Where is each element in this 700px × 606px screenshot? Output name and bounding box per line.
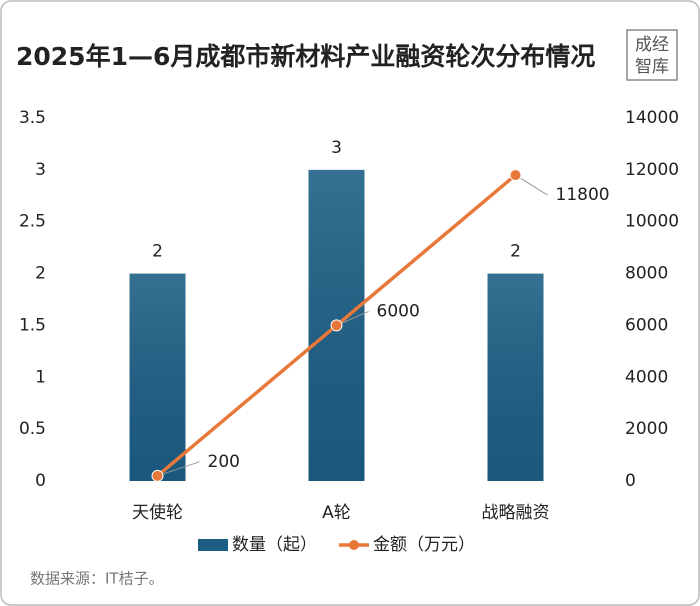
- logo-box: [626, 29, 678, 81]
- y2-tick-label: 0: [625, 471, 636, 491]
- y2-tick-label: 12000: [625, 160, 679, 180]
- leader-line: [515, 174, 548, 196]
- data-label: 2: [510, 242, 521, 262]
- y-tick-label: 1.5: [19, 315, 46, 335]
- y2-tick-label: 14000: [625, 108, 679, 128]
- y2-tick-label: 4000: [625, 367, 668, 387]
- bar-shade: [129, 273, 186, 481]
- legend-label: 金额（万元）: [373, 535, 475, 555]
- data-label: 2: [152, 242, 163, 262]
- y2-tick-label: 8000: [625, 264, 668, 284]
- y-tick-label: 0: [35, 471, 46, 491]
- data-label: 6000: [377, 301, 420, 321]
- data-label: 3: [331, 138, 342, 158]
- x-tick-label: A轮: [322, 503, 351, 523]
- legend-swatch: [349, 540, 359, 550]
- chart-title: 2025年1—6月成都市新材料产业融资轮次分布情况: [16, 42, 595, 71]
- line-point: [509, 169, 522, 182]
- y2-tick-label: 10000: [625, 212, 679, 232]
- legend-swatch: [198, 539, 228, 551]
- y-tick-label: 2: [35, 264, 46, 284]
- y-tick-label: 3: [35, 160, 46, 180]
- x-tick-label: 天使轮: [132, 502, 183, 523]
- x-tick-label: 战略融资: [482, 503, 550, 523]
- logo-text: 智库: [635, 57, 669, 77]
- y-tick-label: 3.5: [19, 108, 46, 128]
- legend-label: 数量（起）: [232, 535, 317, 555]
- line-point: [330, 319, 343, 332]
- y2-tick-label: 6000: [625, 315, 668, 335]
- source-note: 数据来源：IT桔子。: [30, 570, 164, 588]
- y-tick-label: 0.5: [19, 419, 46, 439]
- y2-tick-label: 2000: [625, 419, 668, 439]
- y-tick-label: 2.5: [19, 212, 46, 232]
- line-point: [151, 469, 164, 482]
- y-tick-label: 1: [35, 367, 46, 387]
- bar-shade: [487, 273, 544, 481]
- data-label: 200: [208, 452, 240, 472]
- logo-text: 成经: [635, 35, 669, 55]
- data-label: 11800: [556, 185, 610, 205]
- leader-line: [157, 461, 200, 477]
